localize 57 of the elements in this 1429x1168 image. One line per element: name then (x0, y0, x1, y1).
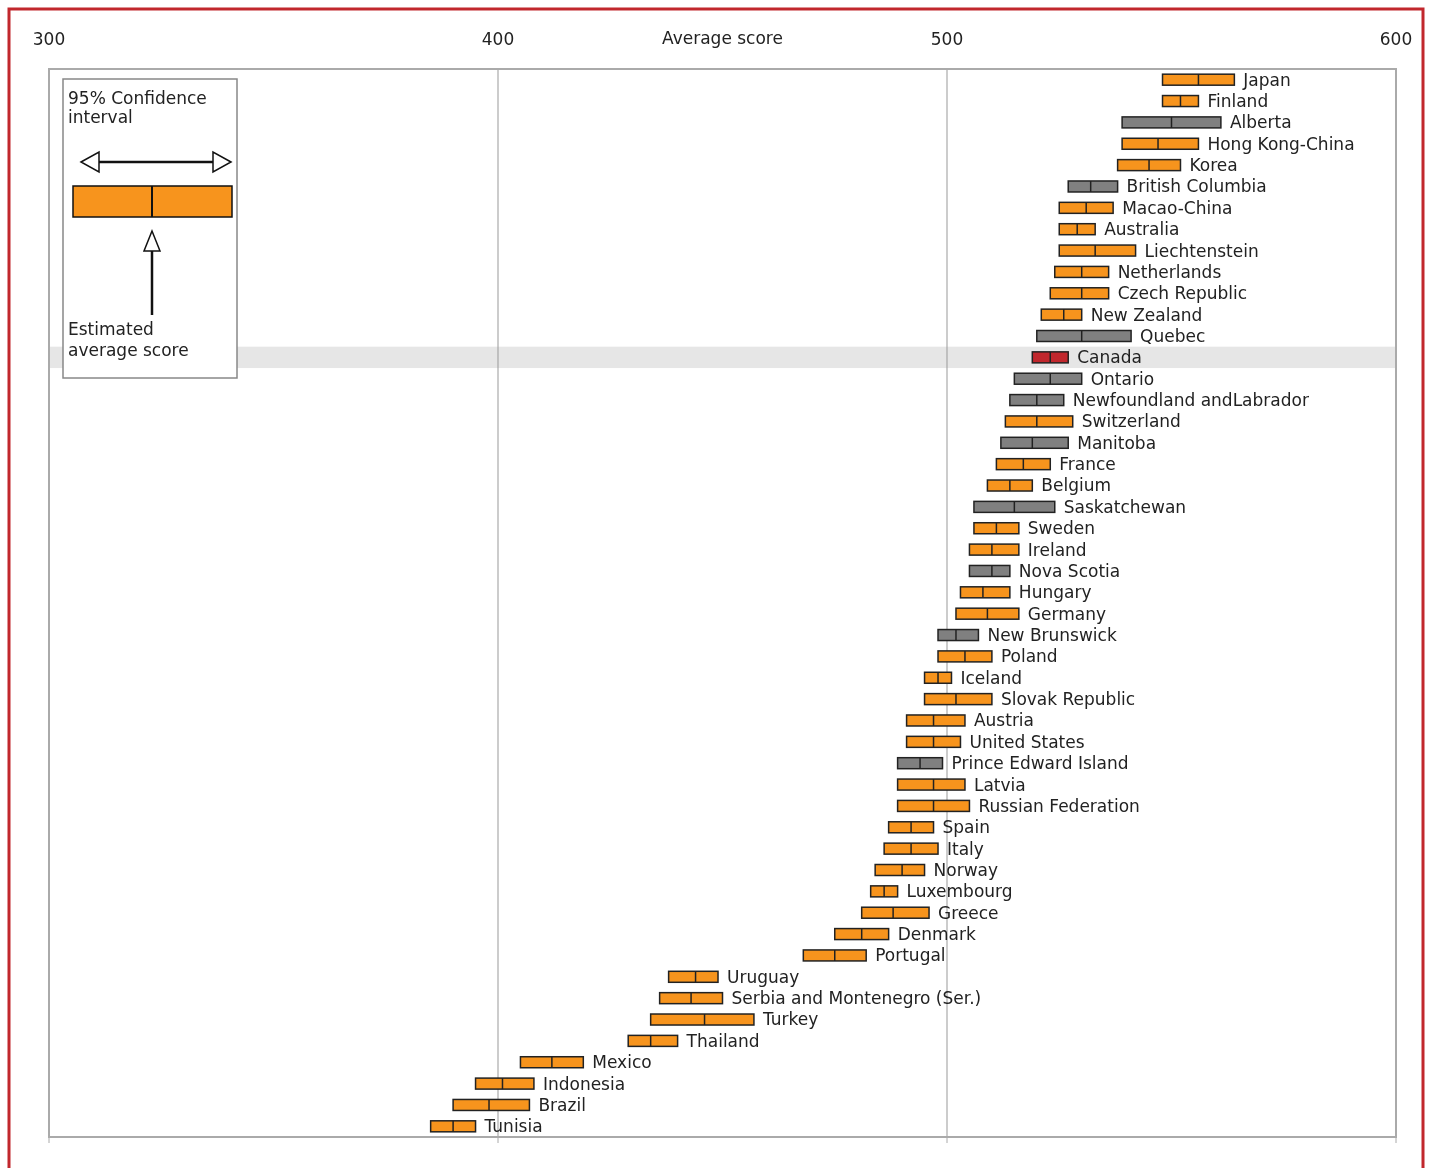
y-tick-label: United States (969, 731, 1085, 752)
y-tick-label: Finland (1207, 90, 1269, 111)
y-tick-label: Norway (933, 859, 999, 880)
y-tick-label: Latvia (973, 774, 1026, 795)
y-tick-label: Portugal (875, 945, 946, 966)
y-tick-label: Hong Kong-China (1207, 133, 1355, 154)
y-tick-label: Australia (1104, 219, 1180, 240)
y-tick-label: Quebec (1140, 325, 1206, 346)
x-tick-label: 500 (930, 29, 964, 49)
y-tick-label: Thailand (685, 1030, 760, 1051)
y-tick-label: Liechtenstein (1144, 240, 1259, 261)
y-tick-label: Spain (942, 817, 991, 838)
y-tick-label: Czech Republic (1117, 283, 1248, 304)
y-tick-label: British Columbia (1126, 176, 1267, 197)
y-tick-label: Ireland (1027, 539, 1087, 560)
y-tick-label: Sweden (1027, 518, 1096, 539)
y-tick-label: Prince Edward Island (951, 753, 1129, 774)
y-tick-label: Austria (973, 710, 1035, 731)
y-tick-label: Denmark (897, 924, 976, 945)
y-tick-label: Saskatchewan (1063, 496, 1187, 517)
y-tick-label: Luxembourg (906, 881, 1013, 902)
y-tick-label: Mexico (592, 1052, 652, 1073)
y-tick-label: Germany (1027, 603, 1106, 624)
y-tick-label: France (1059, 454, 1116, 475)
y-tick-label: New Brunswick (987, 624, 1117, 645)
y-tick-label: Iceland (960, 667, 1023, 688)
y-tick-label: Alberta (1229, 112, 1292, 133)
x-tick-label: 400 (481, 29, 515, 49)
y-tick-label: Newfoundland andLabrador (1072, 390, 1309, 411)
annotation: Estimated average score (68, 319, 189, 360)
x-tick-label: 600 (1379, 29, 1413, 49)
y-tick-label: Canada (1077, 347, 1142, 368)
y-tick-label: Switzerland (1081, 411, 1181, 432)
y-tick-label: Slovak Republic (1000, 689, 1136, 710)
annotation: 95% Confidence interval (68, 88, 207, 127)
y-tick-label: Brazil (538, 1094, 586, 1115)
y-tick-label: Poland (1000, 646, 1058, 667)
y-tick-label: Greece (938, 902, 999, 923)
x-tick-label: 300 (32, 29, 66, 49)
y-tick-label: Japan (1242, 69, 1291, 90)
y-tick-label: Netherlands (1117, 261, 1222, 282)
y-tick-label: Macao-China (1122, 197, 1233, 218)
x-axis-title: Average score (662, 28, 783, 48)
y-tick-label: Belgium (1041, 475, 1112, 496)
y-tick-label: Nova Scotia (1018, 560, 1121, 581)
y-tick-label: Hungary (1018, 582, 1092, 603)
y-tick-label: Russian Federation (978, 795, 1140, 816)
y-tick-label: Serbia and Montenegro (Ser.) (731, 988, 982, 1009)
y-tick-label: Korea (1189, 155, 1238, 176)
y-tick-label: Turkey (761, 1009, 819, 1030)
y-tick-label: Indonesia (542, 1073, 626, 1094)
y-tick-label: Manitoba (1077, 432, 1157, 453)
y-tick-label: New Zealand (1090, 304, 1203, 325)
y-tick-label: Tunisia (483, 1116, 543, 1137)
y-tick-label: Uruguay (727, 966, 800, 987)
y-tick-label: Italy (947, 838, 984, 859)
y-tick-label: Ontario (1090, 368, 1155, 389)
